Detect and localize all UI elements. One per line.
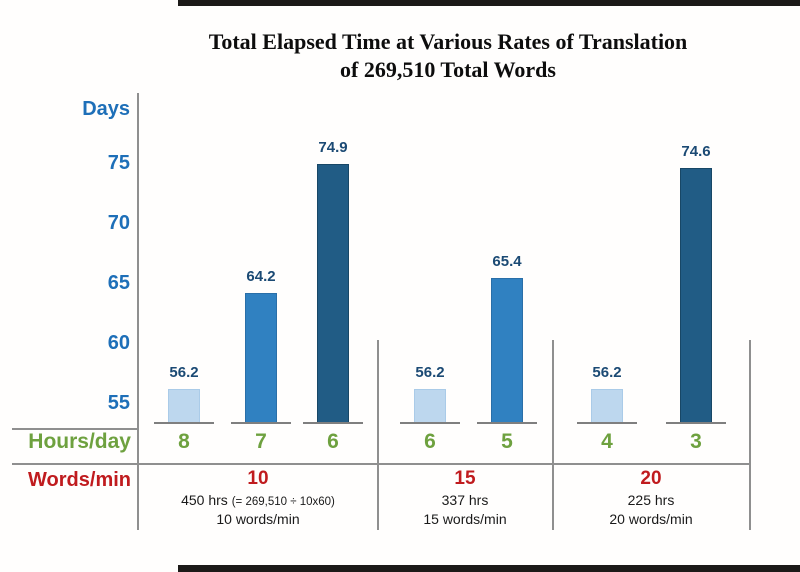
words-row-top-line	[12, 463, 750, 465]
group-note-hours-formula: (= 269,510 ÷ 10x60)	[231, 496, 335, 508]
y-axis-tick-label: 60	[107, 332, 130, 355]
words-per-min-value: 10	[247, 468, 269, 489]
y-axis-line	[137, 93, 139, 530]
bar-baseline-tick	[231, 422, 291, 424]
group-note-hours: 450 hrs (= 269,510 ÷ 10x60)	[138, 492, 378, 508]
hours-per-day-value: 8	[178, 430, 190, 453]
bar	[168, 388, 200, 423]
group-divider-line	[552, 340, 554, 530]
group-divider-line	[749, 340, 751, 530]
group-note-hours: 225 hrs	[531, 492, 771, 508]
group-note-rate: 20 words/min	[609, 511, 693, 527]
hours-per-day-value: 4	[601, 430, 613, 453]
hours-per-day-value: 6	[424, 430, 436, 453]
words-per-min-value: 15	[454, 468, 476, 489]
group-note-hours-main: 225 hrs	[627, 492, 675, 508]
group-note-rate: 15 words/min	[423, 511, 507, 527]
hours-per-day-value: 3	[690, 430, 702, 453]
bar	[245, 292, 277, 423]
bar-baseline-tick	[577, 422, 637, 424]
y-axis-tick-label: 70	[107, 212, 130, 235]
chart-title-line2: of 269,510 Total Words	[340, 57, 556, 82]
bar-baseline-tick	[477, 422, 537, 424]
bar	[591, 388, 623, 423]
hours-per-day-value: 5	[501, 430, 513, 453]
bar-value-label: 56.2	[592, 363, 622, 381]
bar-value-label: 56.2	[169, 363, 199, 381]
bar-baseline-tick	[154, 422, 214, 424]
group-divider-line	[377, 340, 379, 530]
bar-value-label: 65.4	[492, 253, 522, 271]
group-note-hours-main: 450 hrs	[181, 492, 232, 508]
group-note-hours: 337 hrs	[345, 492, 585, 508]
top-letterbox-bar	[178, 0, 800, 6]
bar-value-label: 64.2	[246, 267, 276, 285]
hours-row-top-line	[12, 428, 138, 430]
bar	[680, 168, 712, 423]
bottom-letterbox-bar	[178, 565, 800, 572]
bar-baseline-tick	[303, 422, 363, 424]
chart-title: Total Elapsed Time at Various Rates of T…	[96, 28, 800, 84]
words-per-min-row-label: Words/min	[28, 469, 131, 491]
hours-per-day-value: 6	[327, 430, 339, 453]
words-per-min-value: 20	[640, 468, 662, 489]
bar	[491, 278, 523, 423]
bar-value-label: 74.6	[681, 143, 711, 160]
y-axis-title: Days	[82, 98, 130, 120]
bar-value-label: 56.2	[415, 363, 445, 381]
bar-value-label: 74.9	[318, 139, 348, 157]
y-axis-tick-label: 55	[107, 392, 130, 415]
bar-baseline-tick	[666, 422, 726, 424]
hours-per-day-row-label: Hours/day	[28, 430, 131, 453]
y-axis-tick-label: 65	[107, 272, 130, 295]
chart-title-line1: Total Elapsed Time at Various Rates of T…	[208, 29, 688, 54]
bar	[414, 388, 446, 423]
group-note-rate: 10 words/min	[216, 511, 300, 527]
y-axis-tick-label: 75	[107, 152, 130, 175]
bar-baseline-tick	[400, 422, 460, 424]
group-note-hours-main: 337 hrs	[441, 492, 489, 508]
hours-per-day-value: 7	[255, 430, 267, 453]
bar	[317, 164, 349, 423]
